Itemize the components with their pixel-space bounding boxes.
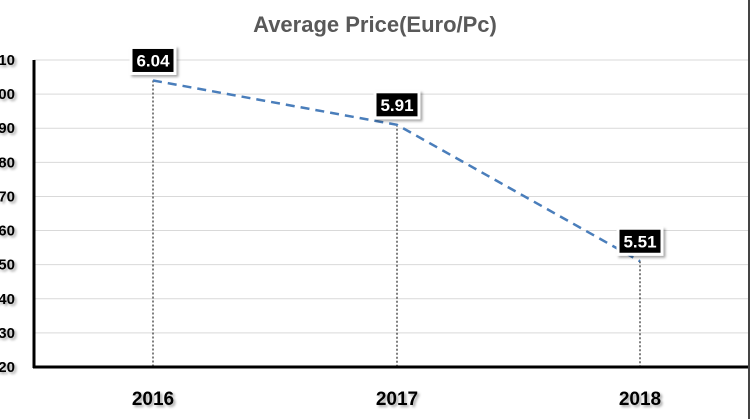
y-tick-label: 5.20 [0, 359, 15, 376]
data-label-box [129, 45, 177, 75]
data-label: 5.51 [616, 226, 664, 256]
y-tick-label: 5.60 [0, 223, 15, 240]
y-tick-label: 6.00 [0, 86, 15, 103]
y-tick-label: 5.90 [0, 120, 15, 137]
data-label-text: 5.51 [623, 232, 656, 251]
chart-title: Average Price(Euro/Pc) [253, 12, 497, 37]
data-label-text: 6.04 [136, 51, 170, 70]
data-label-box [616, 226, 664, 256]
x-tick-label: 2016 [132, 389, 174, 410]
series-line [152, 79, 641, 263]
data-label-box [373, 90, 421, 120]
data-label: 6.04 [129, 45, 177, 75]
y-tick-label: 5.80 [0, 154, 15, 171]
data-label: 5.91 [373, 90, 421, 120]
y-tick-label: 5.50 [0, 257, 15, 274]
y-tick-label: 5.40 [0, 291, 15, 308]
x-tick-label: 2018 [619, 389, 661, 410]
data-label-text: 5.91 [380, 96, 413, 115]
x-tick-label: 2017 [376, 389, 418, 410]
y-tick-label: 6.10 [0, 52, 15, 69]
y-tick-label: 5.30 [0, 325, 15, 342]
y-tick-label: 5.70 [0, 188, 15, 205]
